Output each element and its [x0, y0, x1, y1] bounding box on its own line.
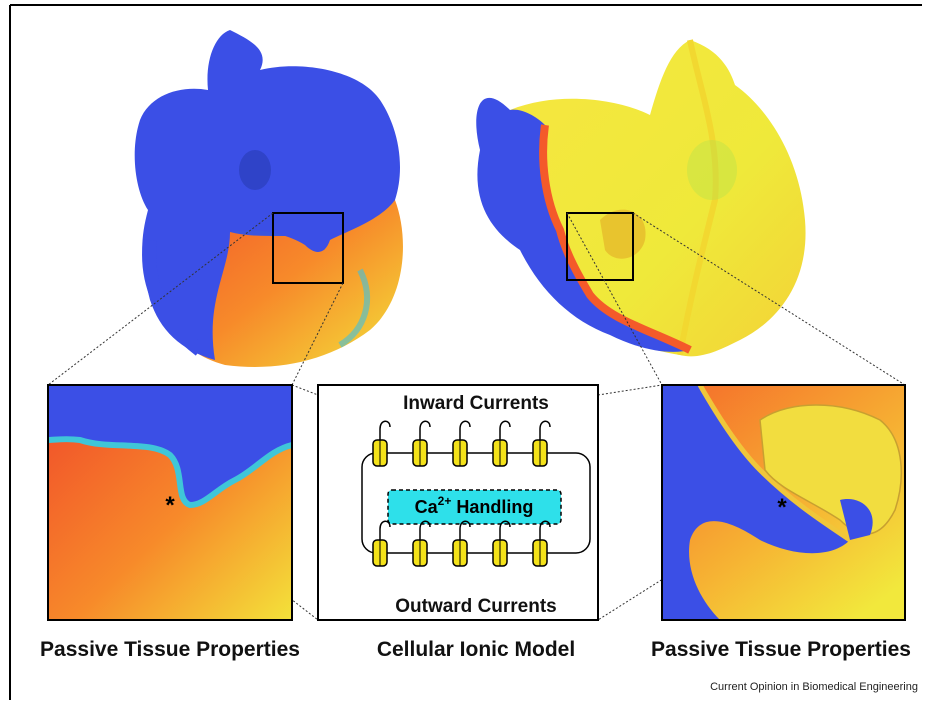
outward-label: Outward Currents — [395, 596, 557, 617]
figure: * * Inward Currents Outward Currents Ca2… — [0, 0, 925, 701]
left-heart — [135, 30, 403, 367]
marker: * — [165, 492, 175, 519]
caption: Passive Tissue Properties — [651, 638, 911, 661]
caption: Cellular Ionic Model — [377, 638, 575, 661]
handling-label: Ca2+Handling — [415, 494, 534, 517]
source: Current Opinion in Biomedical Engineerin… — [710, 681, 918, 693]
marker: * — [777, 494, 787, 521]
right-heart — [476, 40, 805, 356]
caption: Passive Tissue Properties — [40, 638, 300, 661]
inward-label: Inward Currents — [403, 393, 549, 414]
